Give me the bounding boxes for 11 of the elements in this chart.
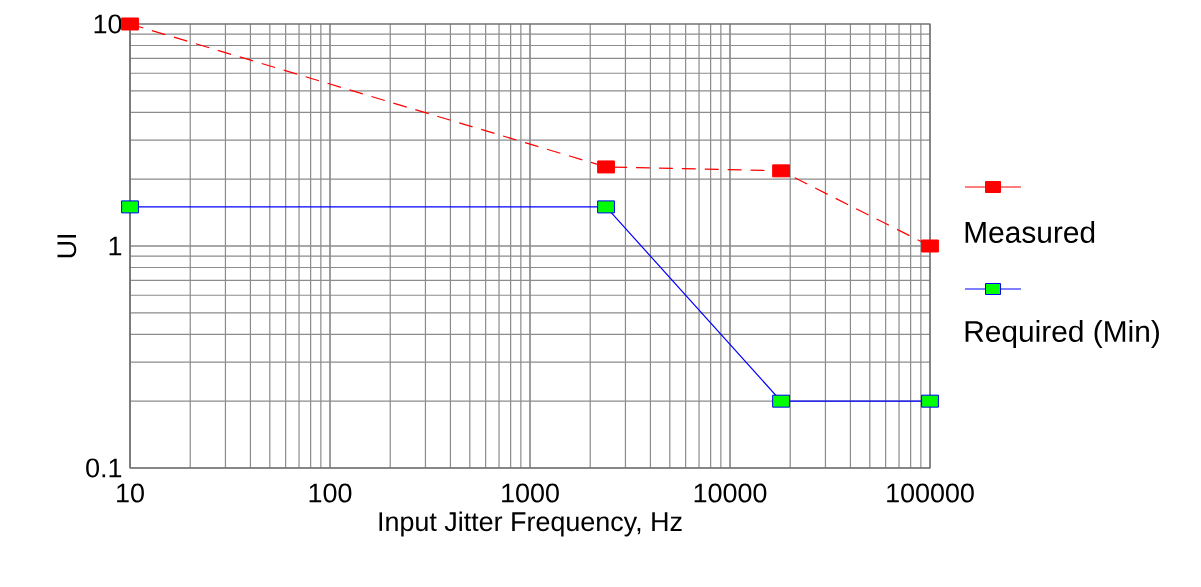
x-axis-title: Input Jitter Frequency, Hz [379,511,682,537]
y-tick-label: 0.1 [86,458,122,478]
x-tick-label: 1000 [502,483,559,503]
y-axis-title: UI [57,235,77,258]
legend-label: Measured [965,221,1095,243]
x-tick-label: 100 [309,483,352,503]
y-tick-label: 1 [109,236,122,256]
legend-label: Required (Min) [965,320,1159,348]
x-tick-label: 10000 [694,483,767,503]
x-tick-label: 10 [117,483,144,503]
x-tick-label: 100000 [887,483,974,503]
